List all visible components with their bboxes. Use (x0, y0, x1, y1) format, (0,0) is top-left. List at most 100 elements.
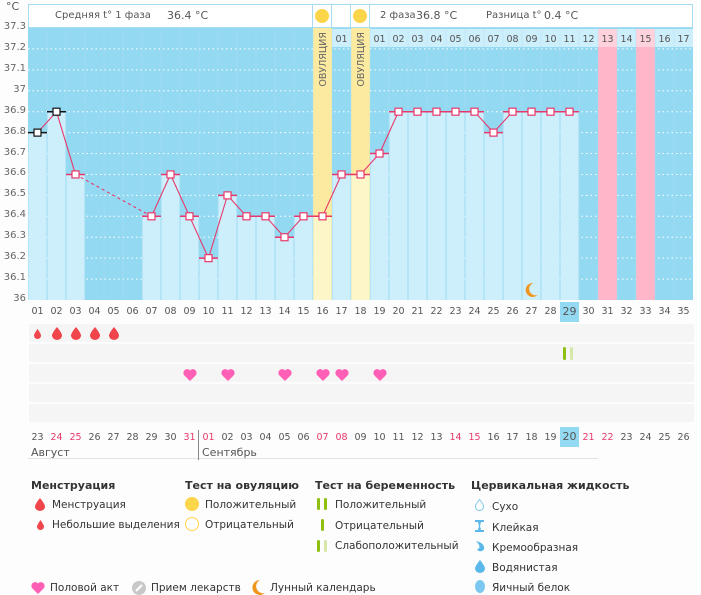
marker-cell[interactable] (541, 364, 561, 382)
cycle-day-label[interactable]: 26 (506, 306, 519, 317)
marker-cell[interactable] (636, 324, 656, 342)
calendar-date[interactable]: 16 (487, 432, 500, 443)
marker-cell[interactable] (47, 384, 67, 402)
marker-cell[interactable] (256, 404, 276, 422)
marker-cell[interactable] (560, 384, 580, 402)
cycle-day-label[interactable]: 07 (145, 306, 158, 317)
marker-cell[interactable] (370, 384, 390, 402)
marker-cell[interactable] (579, 364, 599, 382)
cycle-day-label[interactable]: 27 (525, 306, 538, 317)
marker-cell[interactable] (237, 324, 257, 342)
calendar-date[interactable]: 07 (316, 432, 329, 443)
marker-cell[interactable] (275, 344, 295, 362)
marker-cell[interactable] (123, 404, 143, 422)
marker-cell[interactable] (237, 344, 257, 362)
marker-cell[interactable] (636, 364, 656, 382)
marker-cell[interactable] (655, 344, 675, 362)
calendar-date[interactable]: 27 (107, 432, 120, 443)
marker-cell[interactable] (66, 384, 86, 402)
calendar-date[interactable]: 25 (69, 432, 82, 443)
marker-cell[interactable] (237, 364, 257, 382)
marker-cell[interactable] (199, 364, 219, 382)
cycle-day-label[interactable]: 25 (487, 306, 500, 317)
calendar-date[interactable]: 21 (582, 432, 595, 443)
marker-cell[interactable] (66, 344, 86, 362)
cycle-day-label[interactable]: 02 (50, 306, 63, 317)
marker-cell[interactable] (313, 384, 333, 402)
cycle-day-label[interactable]: 34 (658, 306, 671, 317)
calendar-date-today[interactable]: 20 (560, 427, 579, 447)
calendar-date[interactable]: 15 (468, 432, 481, 443)
marker-cell[interactable] (427, 344, 447, 362)
marker-cell[interactable] (541, 344, 561, 362)
marker-cell[interactable] (332, 384, 352, 402)
calendar-date[interactable]: 22 (601, 432, 614, 443)
cycle-day-label[interactable]: 14 (278, 306, 291, 317)
marker-cell[interactable] (180, 404, 200, 422)
cycle-day-label[interactable]: 09 (183, 306, 196, 317)
marker-cell[interactable] (370, 324, 390, 342)
marker-cell[interactable] (313, 404, 333, 422)
marker-cell[interactable] (465, 324, 485, 342)
marker-cell[interactable] (351, 364, 371, 382)
marker-cell[interactable] (351, 404, 371, 422)
marker-cell[interactable] (598, 344, 618, 362)
marker-cell[interactable] (389, 384, 409, 402)
marker-cell[interactable] (332, 404, 352, 422)
marker-cell[interactable] (332, 324, 352, 342)
calendar-date[interactable]: 28 (126, 432, 139, 443)
calendar-date[interactable]: 08 (335, 432, 348, 443)
marker-cell[interactable] (674, 344, 694, 362)
marker-cell[interactable] (85, 404, 105, 422)
marker-cell[interactable] (104, 344, 124, 362)
marker-cell[interactable] (351, 384, 371, 402)
cycle-day-label[interactable]: 11 (221, 306, 234, 317)
cycle-day-label[interactable]: 30 (582, 306, 595, 317)
marker-cell[interactable] (389, 344, 409, 362)
marker-cell[interactable] (389, 364, 409, 382)
calendar-date[interactable]: 29 (145, 432, 158, 443)
cycle-day-label[interactable]: 31 (601, 306, 614, 317)
cycle-day-label[interactable]: 10 (202, 306, 215, 317)
marker-cell[interactable] (598, 324, 618, 342)
marker-cell[interactable] (180, 344, 200, 362)
marker-cell[interactable] (218, 344, 238, 362)
marker-cell[interactable] (47, 404, 67, 422)
cycle-day-label[interactable]: 33 (639, 306, 652, 317)
marker-cell[interactable] (427, 404, 447, 422)
marker-cell[interactable] (598, 384, 618, 402)
calendar-date[interactable]: 10 (373, 432, 386, 443)
cycle-day-label[interactable]: 29 (560, 302, 579, 322)
marker-cell[interactable] (522, 384, 542, 402)
marker-cell[interactable] (275, 384, 295, 402)
marker-cell[interactable] (237, 404, 257, 422)
cycle-day-label[interactable]: 15 (297, 306, 310, 317)
calendar-date[interactable]: 30 (164, 432, 177, 443)
marker-cell[interactable] (161, 384, 181, 402)
cycle-day-label[interactable]: 13 (259, 306, 272, 317)
marker-cell[interactable] (142, 404, 162, 422)
calendar-date[interactable]: 12 (411, 432, 424, 443)
marker-cell[interactable] (275, 404, 295, 422)
marker-cell[interactable] (161, 344, 181, 362)
marker-cell[interactable] (446, 344, 466, 362)
marker-cell[interactable] (28, 384, 48, 402)
marker-cell[interactable] (199, 384, 219, 402)
marker-cell[interactable] (66, 364, 86, 382)
calendar-date[interactable]: 11 (392, 432, 405, 443)
cycle-day-label[interactable]: 19 (373, 306, 386, 317)
cycle-day-label[interactable]: 22 (430, 306, 443, 317)
calendar-date[interactable]: 24 (639, 432, 652, 443)
marker-cell[interactable] (560, 404, 580, 422)
marker-cell[interactable] (579, 384, 599, 402)
ovulation-test-cell-16[interactable] (313, 4, 332, 28)
marker-cell[interactable] (104, 364, 124, 382)
marker-cell[interactable] (180, 324, 200, 342)
marker-cell[interactable] (104, 384, 124, 402)
marker-cell[interactable] (237, 384, 257, 402)
marker-cell[interactable] (199, 324, 219, 342)
marker-cell[interactable] (408, 404, 428, 422)
marker-cell[interactable] (465, 384, 485, 402)
marker-cell[interactable] (522, 364, 542, 382)
calendar-date[interactable]: 18 (525, 432, 538, 443)
